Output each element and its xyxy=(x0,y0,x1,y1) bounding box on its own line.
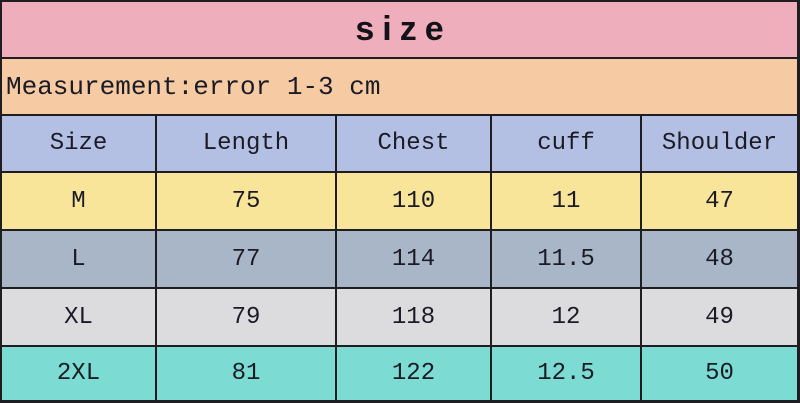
column-header-cuff: cuff xyxy=(492,116,640,171)
cell-2xl-cuff: 12.5 xyxy=(492,347,640,400)
cell-xl-shoulder: 49 xyxy=(642,289,797,345)
cell-xl-cuff: 12 xyxy=(492,289,640,345)
cell-m-size: M xyxy=(2,173,155,229)
cell-l-length: 77 xyxy=(157,231,335,287)
cell-xl-length: 79 xyxy=(157,289,335,345)
cell-m-chest: 110 xyxy=(337,173,490,229)
cell-2xl-shoulder: 50 xyxy=(642,347,797,400)
cell-2xl-chest: 122 xyxy=(337,347,490,400)
cell-2xl-size: 2XL xyxy=(2,347,155,400)
chart-title: size xyxy=(2,2,797,57)
cell-l-chest: 114 xyxy=(337,231,490,287)
column-header-chest: Chest xyxy=(337,116,490,171)
column-header-shoulder: Shoulder xyxy=(642,116,797,171)
measurement-note: Measurement:error 1-3 cm xyxy=(2,59,797,114)
column-header-size: Size xyxy=(2,116,155,171)
cell-m-length: 75 xyxy=(157,173,335,229)
cell-m-shoulder: 47 xyxy=(642,173,797,229)
column-header-length: Length xyxy=(157,116,335,171)
cell-2xl-length: 81 xyxy=(157,347,335,400)
cell-xl-chest: 118 xyxy=(337,289,490,345)
cell-xl-size: XL xyxy=(2,289,155,345)
cell-l-cuff: 11.5 xyxy=(492,231,640,287)
cell-m-cuff: 11 xyxy=(492,173,640,229)
cell-l-shoulder: 48 xyxy=(642,231,797,287)
cell-l-size: L xyxy=(2,231,155,287)
